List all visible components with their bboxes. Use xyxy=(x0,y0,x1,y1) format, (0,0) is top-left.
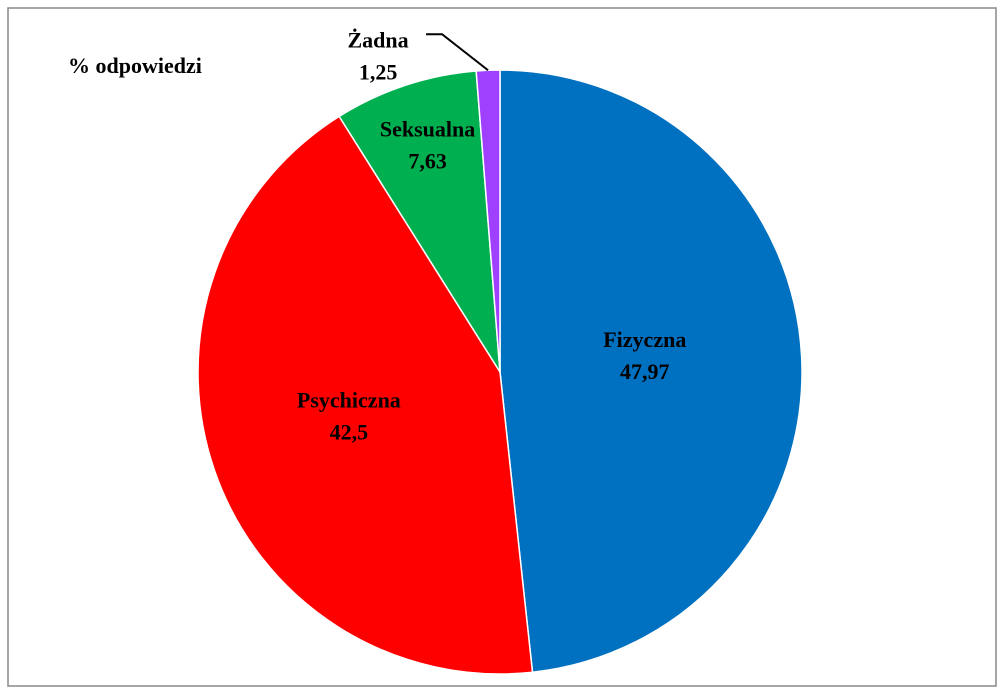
pie-slice xyxy=(475,69,501,373)
leader-line xyxy=(426,33,489,72)
pie-slice xyxy=(499,69,803,674)
slice-label: Żadna xyxy=(347,27,408,52)
slice-label: Psychiczna xyxy=(297,388,401,413)
slice-label: Fizyczna xyxy=(603,327,686,352)
pie-slice xyxy=(338,70,501,373)
slice-value-label: 42,5 xyxy=(330,420,369,445)
slice-label: Seksualna xyxy=(380,117,475,142)
slice-value-label: 7,63 xyxy=(408,149,447,174)
slice-value-label: 47,97 xyxy=(620,359,670,384)
pie-slice xyxy=(197,115,534,675)
slice-value-label: 1,25 xyxy=(359,59,398,84)
chart-title: % odpowiedzi xyxy=(68,53,202,78)
